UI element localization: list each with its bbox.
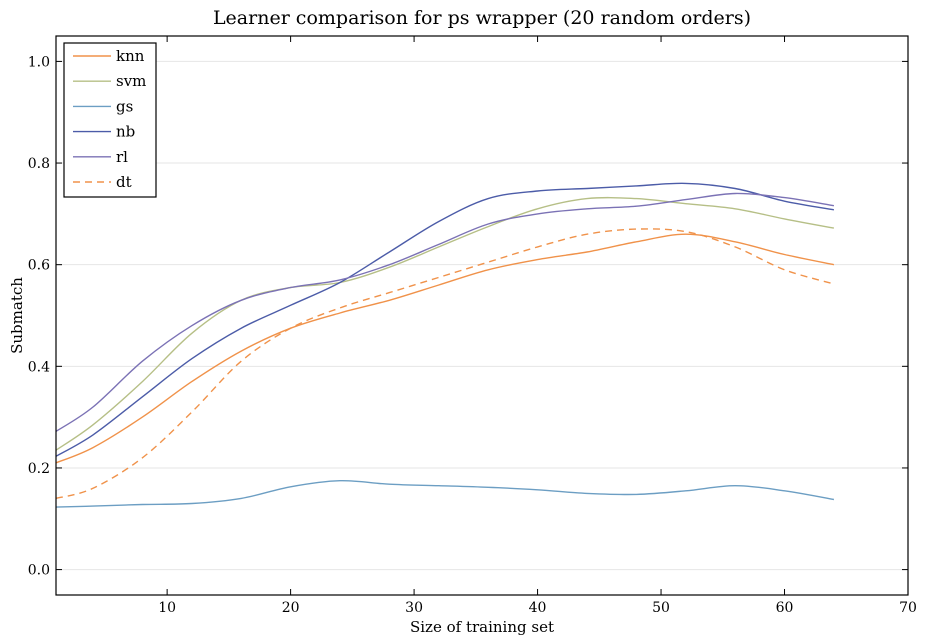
series-line-dt [55, 228, 835, 500]
series-line-rl [55, 192, 835, 432]
x-tick-label: 40 [529, 600, 547, 616]
x-tick-label: 30 [405, 600, 423, 616]
x-tick-label: 10 [158, 600, 176, 616]
ticks: 10 20 30 40 50 60 70 0.0 0.2 0.4 0.6 0.8 1.0 [28, 36, 917, 616]
x-tick-label: 70 [899, 600, 917, 616]
series-layer [55, 182, 835, 508]
y-tick-label: 0.0 [28, 563, 50, 579]
series-line-gs [55, 479, 835, 508]
x-tick-label: 20 [282, 600, 300, 616]
x-axis-label: Size of training set [410, 618, 554, 636]
gridlines [56, 60, 908, 571]
y-tick-label: 1.0 [28, 54, 50, 70]
legend-label-knn: knn [116, 47, 145, 65]
legend-box [63, 42, 157, 198]
x-tick-label: 50 [652, 600, 670, 616]
series-line-knn [55, 233, 835, 464]
series-line-svm [55, 196, 835, 451]
legend-label-nb: nb [116, 123, 135, 141]
x-tick-label: 60 [776, 600, 794, 616]
legend: knn svm gs nb rl dt [63, 42, 157, 198]
legend-label-dt: dt [116, 173, 132, 191]
legend-label-gs: gs [116, 97, 133, 115]
chart-title: Learner comparison for ps wrapper (20 ra… [213, 7, 751, 29]
legend-label-svm: svm [116, 72, 146, 90]
plot-frame [55, 35, 909, 596]
legend-label-rl: rl [116, 148, 128, 166]
y-axis-label: Submatch [8, 277, 26, 354]
y-tick-label: 0.8 [28, 156, 50, 172]
y-tick-label: 0.6 [28, 258, 50, 274]
y-tick-label: 0.2 [28, 461, 50, 477]
series-line-nb [55, 182, 835, 457]
y-tick-label: 0.4 [28, 359, 50, 375]
